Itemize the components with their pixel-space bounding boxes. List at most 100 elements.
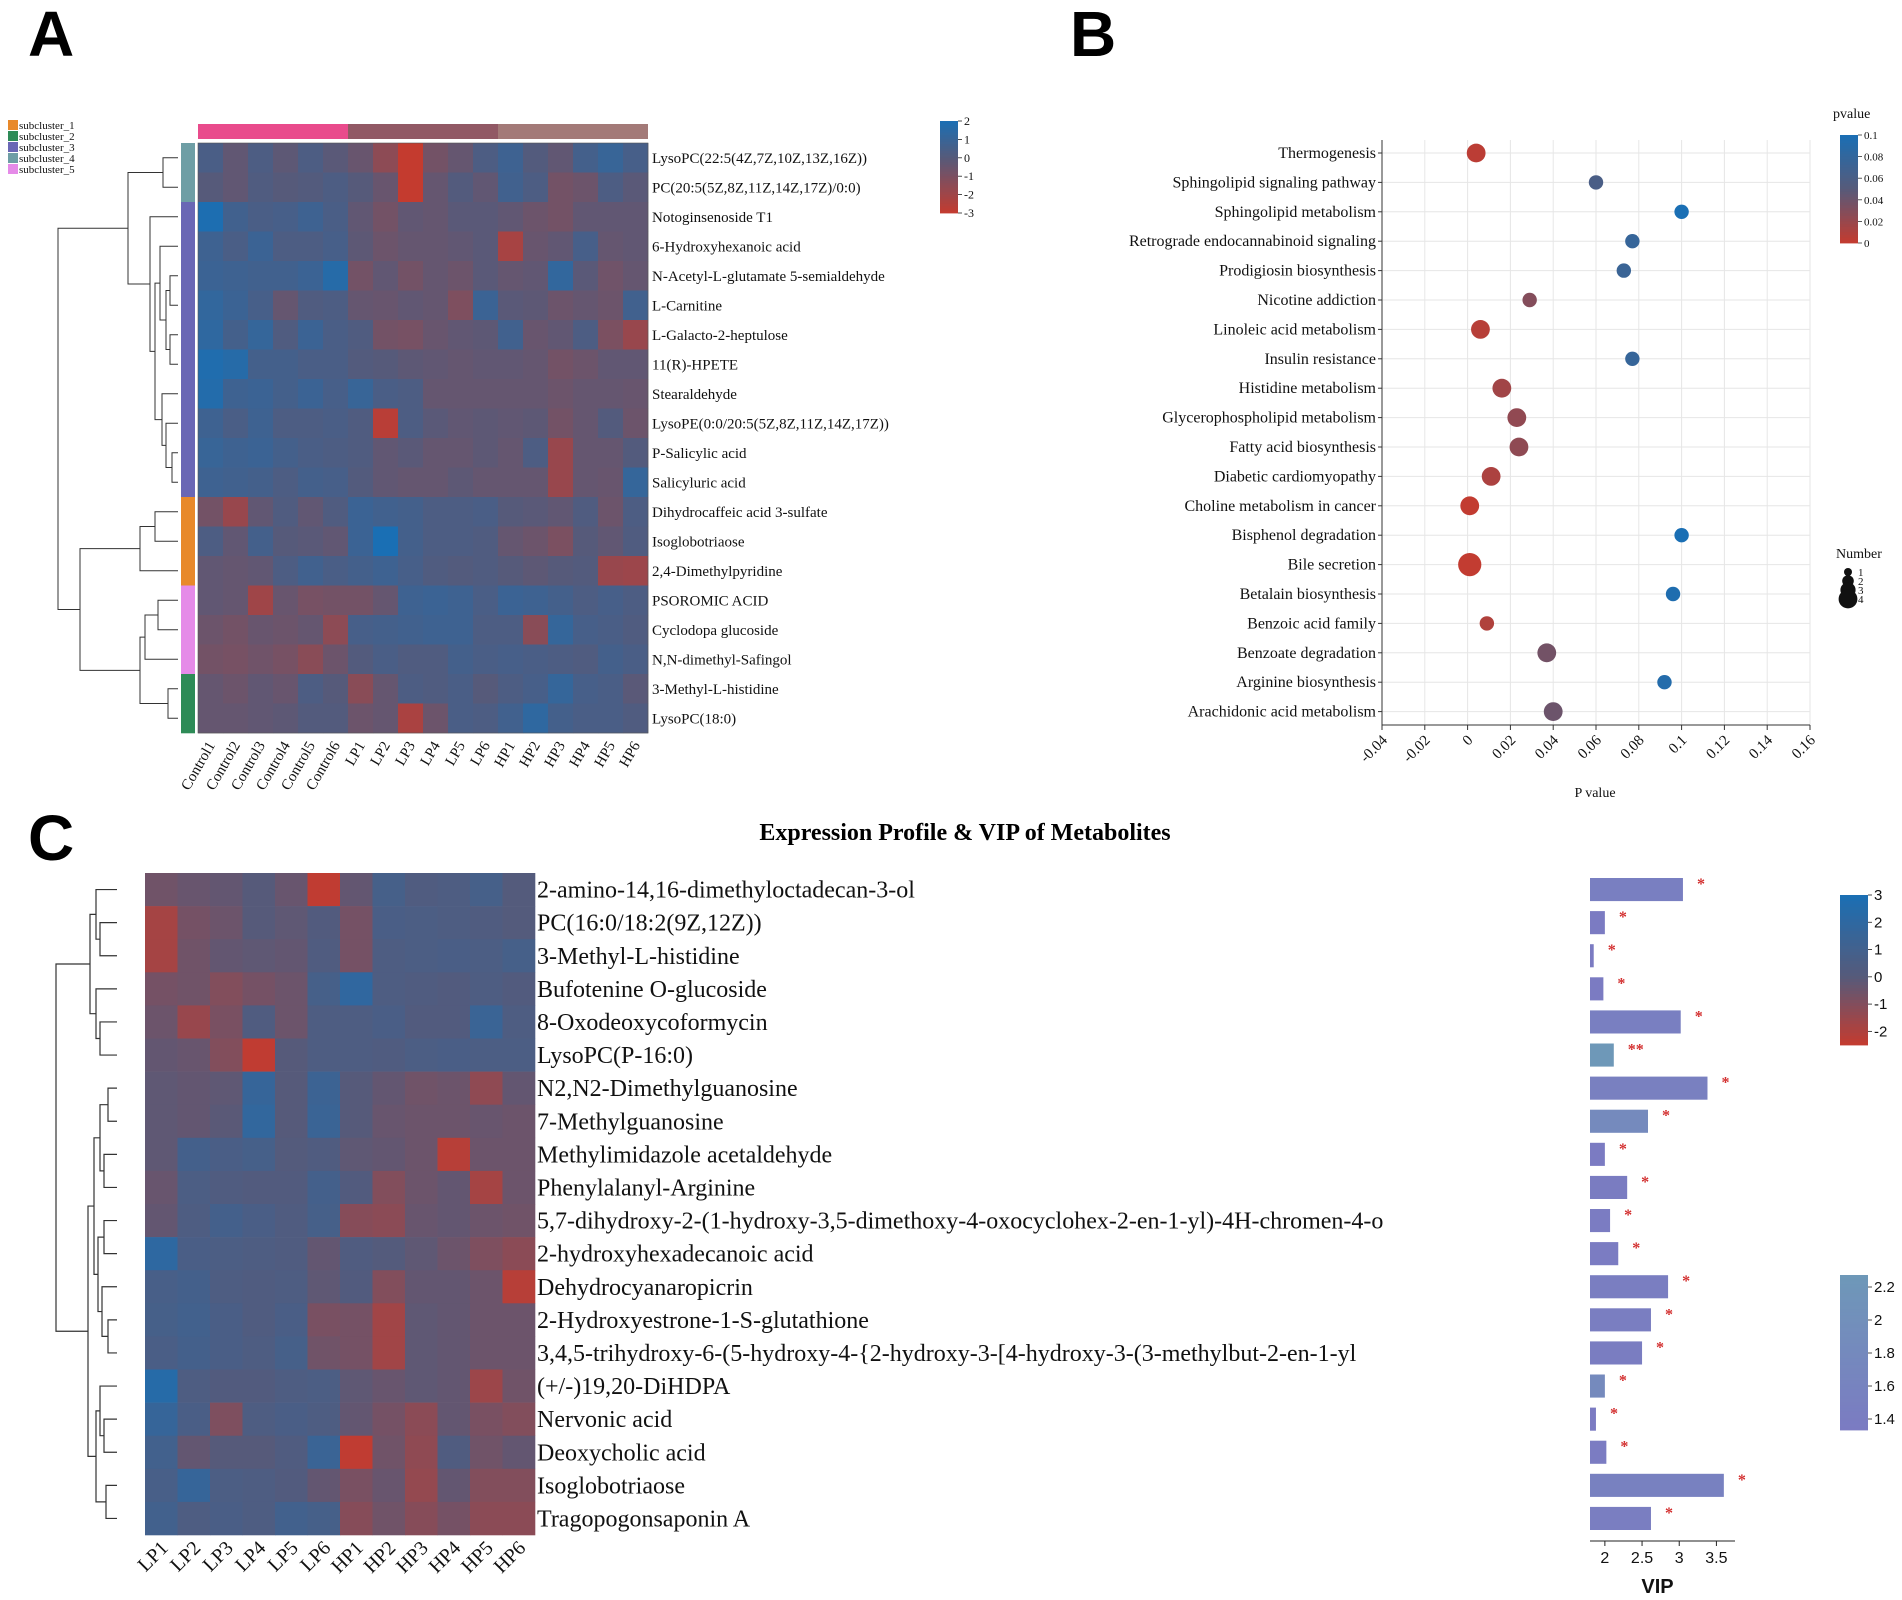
heatmap-cell <box>473 615 499 645</box>
heatmap-cell <box>398 231 424 262</box>
heatmap-cell <box>373 408 399 439</box>
heatmap-cell <box>523 526 549 557</box>
heatmap-cell <box>502 1336 536 1370</box>
heatmap-cell <box>373 703 399 734</box>
vip-bar <box>1590 977 1604 1001</box>
heatmap-cell <box>470 1369 503 1403</box>
heatmap-cell <box>307 939 341 973</box>
dendrogram-branch <box>169 275 178 306</box>
heatmap-legend-segment <box>1840 1033 1868 1037</box>
heatmap-cell <box>405 1137 438 1172</box>
heatmap-cell <box>398 172 424 203</box>
pathway-label: Sphingolipid metabolism <box>1215 204 1377 221</box>
heatmap-cell <box>598 556 624 586</box>
heatmap-cell <box>275 939 308 973</box>
dendrogram-branch <box>99 922 117 957</box>
heatmap-cell <box>273 526 299 557</box>
heatmap-cell <box>470 1104 503 1139</box>
vip-legend-segment <box>1840 1281 1868 1285</box>
column-label: LP5 <box>264 1537 303 1576</box>
x-axis-label: P value <box>1574 786 1615 801</box>
heatmap-legend-segment <box>1840 988 1868 992</box>
heatmap-cell <box>548 615 574 645</box>
heatmap-cell <box>548 703 574 734</box>
heatmap-cell <box>573 202 599 232</box>
row-label: 3,4,5-trihydroxy-6-(5-hydroxy-4-{2-hydro… <box>537 1341 1357 1367</box>
color-scale-segment <box>940 176 958 179</box>
heatmap-cell <box>373 202 399 232</box>
vip-legend-segment <box>1840 1287 1868 1291</box>
heatmap-legend-segment <box>1840 910 1868 914</box>
heatmap-cell <box>423 526 449 557</box>
significance-marker: * <box>1619 909 1627 926</box>
heatmap-cell <box>298 408 324 439</box>
heatmap-cell <box>473 408 499 439</box>
heatmap-cell <box>275 1204 308 1238</box>
heatmap-cell <box>145 1237 178 1271</box>
pvalue-legend-segment <box>1840 207 1858 211</box>
heatmap-cell <box>323 467 349 498</box>
significance-marker: * <box>1632 1240 1640 1257</box>
heatmap-cell <box>248 438 274 468</box>
pathway-point <box>1665 586 1681 602</box>
heatmap-cell <box>323 320 349 350</box>
vip-legend-segment <box>1840 1420 1868 1425</box>
heatmap-cell <box>502 873 536 907</box>
heatmap-cell <box>437 1402 471 1436</box>
heatmap-cell <box>437 1303 471 1337</box>
color-scale-segment <box>940 125 958 129</box>
heatmap-cell <box>470 1071 503 1105</box>
dendrogram-branch <box>171 452 178 483</box>
heatmap-cell <box>398 290 424 321</box>
pvalue-legend-segment <box>1840 202 1858 206</box>
color-scale-segment <box>940 153 958 156</box>
color-scale-tick-label: -1 <box>964 169 974 183</box>
heatmap-cell <box>502 906 536 940</box>
dendrogram-branch <box>169 334 178 365</box>
vip-legend-segment <box>1840 1306 1868 1310</box>
vip-legend-segment <box>1840 1343 1868 1347</box>
color-scale-segment <box>940 192 958 195</box>
color-scale-segment <box>940 187 958 191</box>
heatmap-cell <box>177 939 211 973</box>
heatmap-cell <box>340 1005 373 1039</box>
heatmap-cell <box>470 1402 503 1436</box>
vip-legend-segment <box>1840 1383 1868 1387</box>
color-scale-segment <box>940 171 958 175</box>
vip-legend-segment <box>1840 1408 1868 1412</box>
row-label: 11(R)-HPETE <box>652 357 738 373</box>
heatmap-cell <box>348 379 374 409</box>
significance-marker: * <box>1697 876 1705 893</box>
heatmap-cell <box>198 320 224 350</box>
row-label: 2-Hydroxyestrone-1-S-glutathione <box>537 1308 869 1334</box>
number-legend-label: 1 <box>1858 567 1864 579</box>
heatmap-cell <box>248 408 274 439</box>
heatmap-cell <box>242 1468 276 1503</box>
heatmap-cell <box>523 467 549 498</box>
heatmap-cell <box>423 644 449 675</box>
heatmap-cell <box>340 1038 373 1072</box>
heatmap-cell <box>548 585 574 616</box>
heatmap-cell <box>323 408 349 439</box>
heatmap-cell <box>372 1501 406 1536</box>
number-legend-label: 3 <box>1858 585 1864 597</box>
heatmap-cell <box>437 939 471 973</box>
heatmap-legend-segment <box>1840 1030 1868 1034</box>
heatmap-cell <box>177 1435 211 1470</box>
heatmap-cell <box>298 497 324 527</box>
heatmap-cell <box>223 674 249 704</box>
heatmap-border <box>197 142 649 734</box>
heatmap-cell <box>223 172 249 203</box>
pathway-point <box>1471 320 1490 339</box>
heatmap-legend-segment <box>1840 1024 1868 1028</box>
heatmap-cell <box>405 1435 438 1470</box>
heatmap-cell <box>498 615 524 645</box>
heatmap-cell <box>248 497 274 527</box>
color-scale-segment <box>940 196 958 200</box>
heatmap-legend-segment <box>1840 949 1868 953</box>
heatmap-cell <box>372 1336 406 1370</box>
heatmap-cell <box>437 1336 471 1370</box>
pathway-point <box>1460 496 1480 516</box>
heatmap-legend-segment <box>1840 1036 1868 1040</box>
heatmap-cell <box>502 1038 536 1072</box>
